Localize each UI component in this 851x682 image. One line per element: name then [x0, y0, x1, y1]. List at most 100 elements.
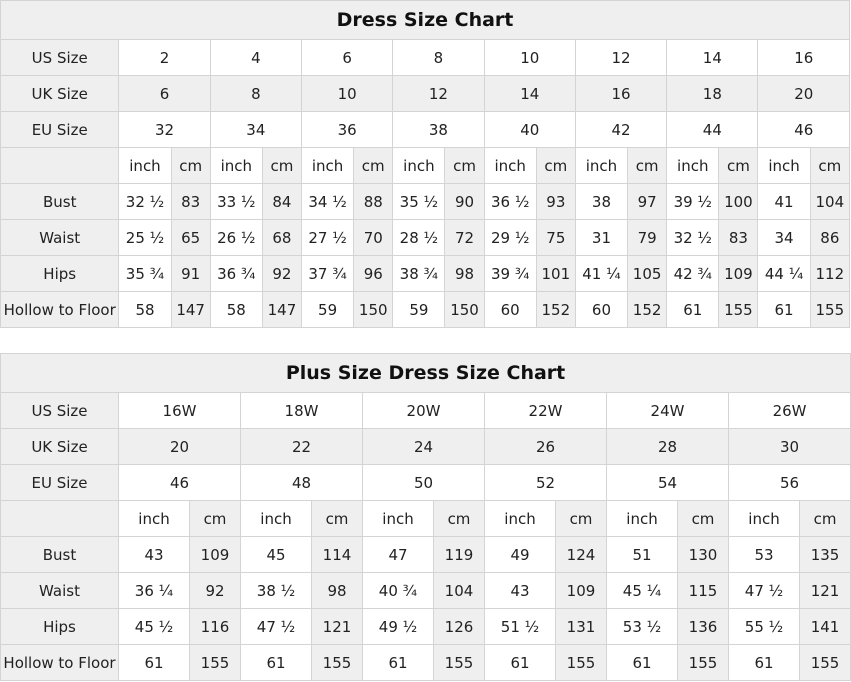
- uk-size-cell: 24: [362, 428, 485, 465]
- value-cm: 83: [170, 183, 211, 220]
- unit-inch: inch: [728, 500, 800, 537]
- value-inch: 58: [209, 291, 263, 328]
- unit-cm: cm: [809, 147, 851, 184]
- measurement-row: Hollow to Floor 58 147 58 147 59 150 59 150 60 152…: [0, 291, 851, 328]
- value-inch: 45: [240, 536, 312, 573]
- value-cm: 98: [444, 255, 485, 292]
- value-inch: 35 ½: [392, 183, 446, 220]
- us-size-cell: 12: [574, 39, 668, 76]
- measurement-row: Waist 25 ½ 65 26 ½ 68 27 ½ 70 28 ½ 72 29 ½ 75 31 79 3…: [0, 219, 851, 256]
- value-cm: 147: [170, 291, 211, 328]
- value-inch: 49 ½: [362, 608, 434, 645]
- value-inch: 38 ¾: [392, 255, 446, 292]
- row-label-empty: [0, 147, 120, 184]
- value-cm: 124: [555, 536, 607, 573]
- uk-size-cell: 20: [757, 75, 850, 112]
- value-cm: 86: [809, 219, 851, 256]
- value-cm: 96: [353, 255, 394, 292]
- us-size-row: US Size 16W 18W 20W 22W 24W 26W: [0, 392, 851, 429]
- value-cm: 130: [677, 536, 729, 573]
- eu-size-cell: 52: [484, 464, 607, 501]
- value-inch: 53 ½: [606, 608, 678, 645]
- row-label: EU Size: [0, 111, 120, 148]
- eu-size-row: EU Size 46 48 50 52 54 56: [0, 464, 851, 501]
- value-cm: 98: [311, 572, 363, 609]
- uk-size-row: UK Size 6 8 10 12 14 16 18 20: [0, 75, 850, 112]
- unit-cm: cm: [627, 147, 668, 184]
- uk-size-cell: 16: [574, 75, 668, 112]
- value-inch: 61: [362, 644, 434, 681]
- value-inch: 33 ½: [209, 183, 263, 220]
- value-inch: 55 ½: [728, 608, 800, 645]
- value-inch: 61: [757, 291, 811, 328]
- us-size-cell: 20W: [362, 392, 485, 429]
- value-cm: 115: [677, 572, 729, 609]
- us-size-cell: 26W: [727, 392, 851, 429]
- value-cm: 104: [809, 183, 851, 220]
- value-inch: 59: [300, 291, 355, 328]
- value-cm: 109: [189, 536, 241, 573]
- unit-cm: cm: [444, 147, 485, 184]
- value-cm: 119: [433, 536, 485, 573]
- value-cm: 79: [627, 219, 668, 256]
- value-inch: 38 ½: [240, 572, 312, 609]
- unit-cm: cm: [718, 147, 759, 184]
- unit-cm: cm: [555, 500, 607, 537]
- value-cm: 100: [718, 183, 759, 220]
- unit-inch: inch: [118, 147, 172, 184]
- value-cm: 150: [353, 291, 394, 328]
- uk-size-cell: 26: [484, 428, 607, 465]
- unit-inch: inch: [240, 500, 312, 537]
- us-size-cell: 18W: [240, 392, 363, 429]
- value-cm: 116: [189, 608, 241, 645]
- us-size-cell: 22W: [484, 392, 607, 429]
- value-inch: 47 ½: [728, 572, 800, 609]
- value-inch: 40 ¾: [362, 572, 434, 609]
- value-inch: 53: [728, 536, 800, 573]
- value-inch: 32 ½: [666, 219, 720, 256]
- row-label: US Size: [0, 39, 120, 76]
- value-cm: 88: [353, 183, 394, 220]
- measurement-row: Bust 43 109 45 114 47 119 49 124 51 130 53 135: [0, 536, 851, 573]
- value-cm: 92: [261, 255, 303, 292]
- row-label: Bust: [0, 183, 120, 220]
- uk-size-cell: 28: [606, 428, 729, 465]
- value-inch: 32 ½: [118, 183, 172, 220]
- unit-inch: inch: [484, 500, 556, 537]
- value-cm: 112: [809, 255, 851, 292]
- eu-size-cell: 40: [483, 111, 576, 148]
- chart-title: Dress Size Chart: [0, 0, 850, 40]
- value-cm: 152: [627, 291, 668, 328]
- value-inch: 51 ½: [484, 608, 556, 645]
- value-inch: 45 ½: [118, 608, 190, 645]
- uk-size-cell: 8: [209, 75, 303, 112]
- value-inch: 41 ¼: [574, 255, 629, 292]
- value-cm: 152: [535, 291, 576, 328]
- unit-inch: inch: [483, 147, 537, 184]
- value-inch: 34: [757, 219, 811, 256]
- value-inch: 45 ¼: [606, 572, 678, 609]
- value-inch: 37 ¾: [300, 255, 355, 292]
- eu-size-cell: 54: [606, 464, 729, 501]
- eu-size-cell: 34: [209, 111, 303, 148]
- eu-size-cell: 56: [727, 464, 851, 501]
- value-inch: 39 ¾: [483, 255, 537, 292]
- unit-inch: inch: [209, 147, 263, 184]
- value-cm: 114: [311, 536, 363, 573]
- value-inch: 43: [484, 572, 556, 609]
- value-cm: 135: [798, 536, 851, 573]
- chart-title: Plus Size Dress Size Chart: [0, 353, 851, 393]
- value-inch: 26 ½: [209, 219, 263, 256]
- value-inch: 51: [606, 536, 678, 573]
- unit-inch: inch: [666, 147, 720, 184]
- unit-cm: cm: [433, 500, 485, 537]
- us-size-cell: 8: [392, 39, 485, 76]
- measurement-row: Hips 45 ½ 116 47 ½ 121 49 ½ 126 51 ½ 131 53 ½ 136 5…: [0, 608, 851, 645]
- unit-cm: cm: [261, 147, 303, 184]
- unit-cm: cm: [535, 147, 576, 184]
- value-inch: 61: [728, 644, 800, 681]
- row-label: Hips: [0, 255, 120, 292]
- value-cm: 70: [353, 219, 394, 256]
- eu-size-cell: 44: [666, 111, 759, 148]
